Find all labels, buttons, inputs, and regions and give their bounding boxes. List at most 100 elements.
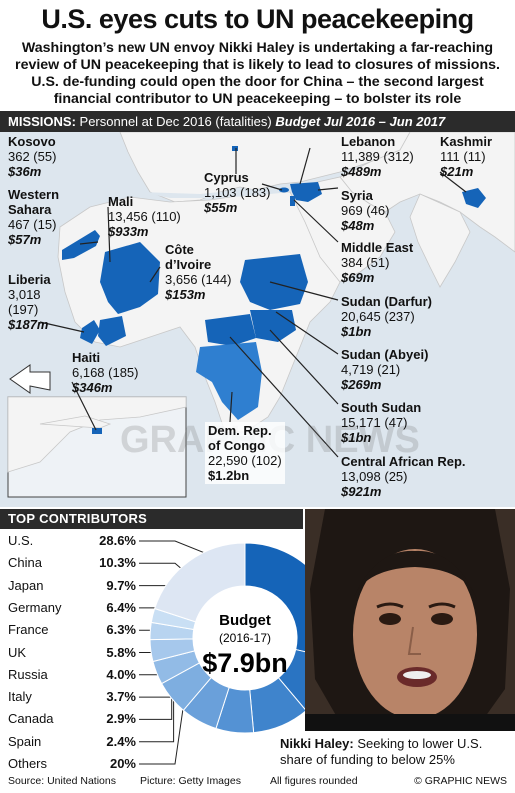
footer: Source: United Nations Picture: Getty Im…: [0, 770, 515, 793]
contributor-name: Russia: [8, 666, 48, 682]
contributor-share: 2.4%: [106, 733, 136, 749]
western-sahara-marker: [62, 230, 100, 260]
leader-lines: [39, 147, 467, 458]
car-stats: 13,098 (25): [341, 469, 408, 484]
lebanon-stats: 11,389 (312): [341, 149, 414, 164]
nikki-haley-photo: [305, 509, 515, 731]
cyprus-marker: [279, 187, 289, 193]
contributor-share: 20%: [109, 756, 136, 771]
middle-east-stats: 384 (51): [341, 255, 390, 270]
contributor-name: Italy: [8, 689, 32, 705]
missions-header-desc: Personnel at Dec 2016 (fatalities): [79, 114, 272, 129]
abyei-name: Sudan (Abyei): [341, 347, 429, 362]
intro-text: Washington’s new UN envoy Nikki Haley is…: [15, 40, 500, 107]
label-lebanon: Lebanon 11,389 (312) $489m: [341, 134, 414, 179]
contributor-share: 28.6%: [99, 533, 136, 548]
car-budget: $921m: [341, 484, 382, 499]
missions-header: MISSIONS: Personnel at Dec 2016 (fatalit…: [0, 111, 515, 132]
western-sahara-name2: Sahara: [8, 202, 52, 217]
page-title: U.S. eyes cuts to UN peacekeeping: [41, 4, 474, 34]
label-drc: Dem. Rep. of Congo 22,590 (102) $1.2bn: [205, 422, 285, 484]
syria-name: Syria: [341, 188, 373, 203]
contributor-row: Russia 4.0%: [8, 664, 136, 686]
label-cote-ivoire: Côte d’Ivoire 3,656 (144) $153m: [165, 242, 232, 302]
cyprus-stats: 1,103 (183): [204, 185, 271, 200]
syria-stats: 969 (46): [341, 203, 390, 218]
haiti-stats: 6,168 (185): [72, 365, 139, 380]
darfur-stats: 20,645 (237): [341, 309, 415, 324]
label-western-sahara: Western Sahara 467 (15) $57m: [8, 187, 59, 247]
label-syria: Syria 969 (46) $48m: [341, 188, 389, 233]
asia-landmass: [339, 132, 515, 253]
haiti-line1: Haiti: [72, 350, 139, 365]
contributor-row: U.S. 28.6%: [8, 530, 136, 552]
footer-picture: Picture: Getty Images: [140, 775, 241, 787]
mediterranean-sea: [140, 188, 290, 198]
cote-ivoire-marker: [98, 316, 126, 346]
south-sudan-stats: 15,171 (47): [341, 415, 408, 430]
label-liberia: Liberia 3,018 (197) $187m: [8, 272, 51, 332]
kashmir-stats: 111 (11): [440, 149, 486, 164]
donut-title: Budget: [219, 612, 271, 629]
donut-hole: [193, 586, 297, 690]
cyprus-budget: $55m: [204, 200, 238, 215]
drc-name1: Dem. Rep.: [208, 423, 272, 438]
contributor-row: Others 20%: [8, 753, 136, 775]
car-name: Central African Rep.: [341, 454, 466, 469]
contributor-name: Others: [8, 756, 48, 771]
contributor-share: 5.8%: [106, 644, 136, 660]
label-kashmir: Kashmir 111 (11) $21m: [440, 134, 492, 179]
caribbean-land: [7, 396, 187, 473]
syria-budget: $48m: [341, 218, 375, 233]
kosovo-marker: [232, 146, 238, 151]
contributor-row: Germany 6.4%: [8, 597, 136, 619]
darfur-name: Sudan (Darfur): [341, 294, 432, 309]
cyprus-name: Cyprus: [204, 170, 249, 185]
footer-source: Source: United Nations: [8, 775, 116, 787]
abyei-stats: 4,719 (21): [341, 362, 401, 377]
western-sahara-budget: $57m: [8, 232, 42, 247]
kashmir-marker: [462, 188, 486, 208]
middle-east-marker: [290, 196, 295, 206]
contributor-name: China: [8, 555, 42, 571]
missions-header-label: MISSIONS:: [8, 114, 76, 129]
contributor-row: Italy 3.7%: [8, 686, 136, 708]
budget-donut-chart: Budget (2016-17) $7.9bn: [139, 540, 315, 765]
contributor-name: Japan: [8, 577, 44, 593]
cote-name1: Côte: [165, 242, 194, 257]
kashmir-budget: $21m: [440, 164, 474, 179]
haiti-marker: [92, 428, 102, 434]
cote-stats: 3,656 (144): [165, 272, 232, 287]
drc-marker: [196, 342, 262, 420]
contributor-row: Canada 2.9%: [8, 708, 136, 730]
mali-stats: 13,456 (110): [108, 209, 181, 224]
contributor-name: Germany: [8, 599, 62, 615]
caption-text: Seeking to lower U.S. share of funding t…: [280, 736, 483, 767]
cote-budget: $153m: [165, 287, 206, 302]
sudan-marker: [240, 254, 308, 310]
contributor-name: U.S.: [8, 533, 34, 548]
contributor-row: France 6.3%: [8, 619, 136, 641]
contributor-name: France: [8, 622, 49, 638]
mali-name: Mali: [108, 194, 134, 209]
caption-name: Nikki Haley:: [280, 736, 354, 751]
drc-stats: 22,590 (102): [208, 453, 282, 468]
footer-note: All figures rounded: [270, 775, 358, 787]
cote-name2: d’Ivoire: [165, 257, 212, 272]
contributor-name: Spain: [8, 733, 42, 749]
label-abyei: Sudan (Abyei) 4,719 (21) $269m: [341, 347, 428, 392]
liberia-stats2: (197): [8, 302, 39, 317]
contributor-name: Canada: [8, 711, 54, 727]
contributor-row: Japan 9.7%: [8, 575, 136, 597]
india-landmass: [409, 193, 471, 288]
africa-landmass: [57, 191, 341, 433]
label-kosovo: Kosovo 362 (55) $36m: [8, 134, 56, 179]
south-sudan-budget: $1bn: [341, 430, 372, 445]
haiti-name: Haiti: [72, 350, 101, 365]
drc-budget: $1.2bn: [208, 468, 250, 483]
world-map-graphic: GRAPHIC NEWS: [7, 132, 515, 498]
western-sahara-stats: 467 (15): [8, 217, 57, 232]
middle-east-name: Middle East: [341, 240, 414, 255]
contributor-share: 4.0%: [106, 666, 136, 682]
liberia-marker: [80, 320, 100, 344]
